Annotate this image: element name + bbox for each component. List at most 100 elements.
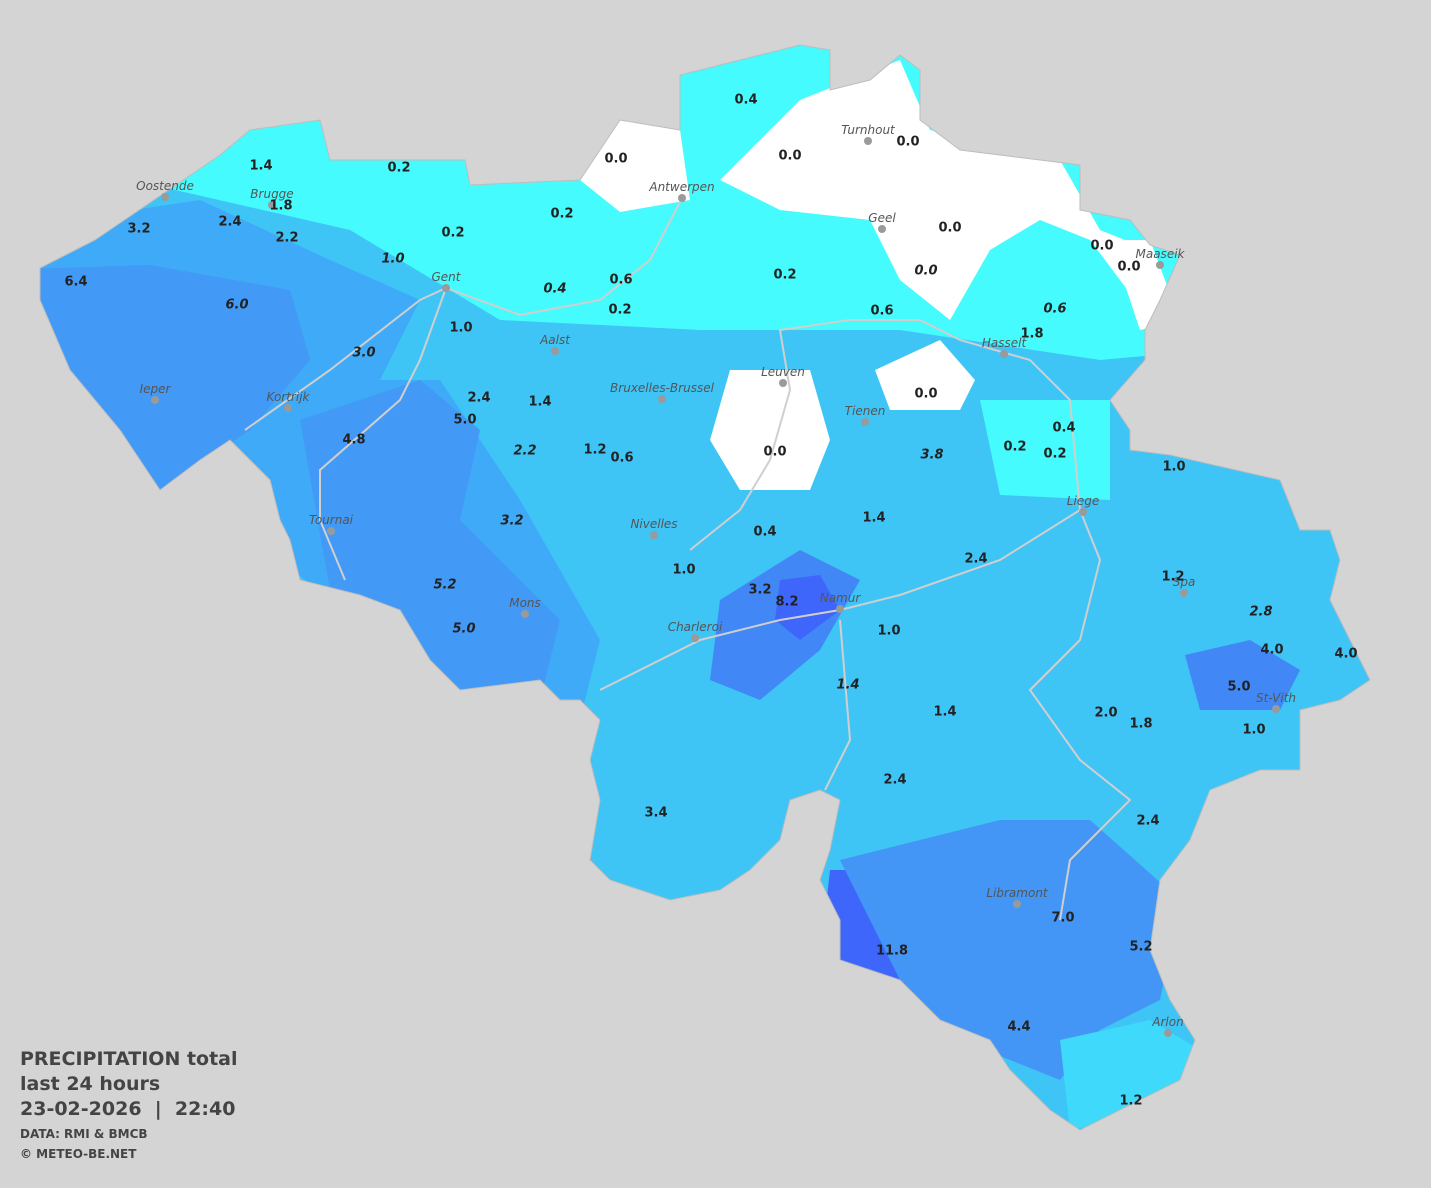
title: PRECIPITATION total (20, 1048, 238, 1070)
station-reading: 7.0 (1051, 911, 1074, 926)
estimated-value: 3.0 (352, 346, 375, 361)
estimated-value: 5.0 (452, 622, 475, 637)
station-reading: 1.8 (269, 199, 292, 214)
estimated-value: 0.4 (543, 282, 566, 297)
station-reading: 1.4 (862, 511, 885, 526)
city-dot (327, 527, 335, 535)
city-dot (1079, 508, 1087, 516)
copyright: © METEO-BE.NET (20, 1147, 137, 1161)
station-reading: 0.0 (604, 152, 627, 167)
city-name: Arlon (1151, 1015, 1183, 1029)
city-name: Hasselt (982, 336, 1028, 350)
station-reading: 11.8 (876, 944, 908, 959)
estimated-value: 1.0 (381, 252, 404, 267)
city-dot (268, 201, 276, 209)
subtitle: last 24 hours (20, 1073, 160, 1095)
station-reading: 0.2 (1043, 447, 1066, 462)
city-name: Namur (820, 591, 862, 605)
city-dot (161, 193, 169, 201)
station-reading: 1.0 (877, 624, 900, 639)
city-dot (151, 396, 159, 404)
city-dot (521, 610, 529, 618)
station-reading: 8.2 (775, 595, 798, 610)
station-reading: 1.0 (1242, 723, 1265, 738)
estimated-value: 1.4 (836, 678, 859, 693)
city-name: Tienen (845, 404, 886, 418)
city-dot (1180, 589, 1188, 597)
city-name: Bruxelles-Brussel (610, 381, 715, 395)
station-reading: 0.2 (773, 268, 796, 283)
station-reading: 6.4 (64, 275, 87, 290)
station-reading: 4.4 (1007, 1020, 1030, 1035)
estimated-value: 5.2 (433, 578, 456, 593)
station-reading: 2.0 (1094, 706, 1117, 721)
city-name: Oostende (136, 179, 194, 193)
station-reading: 2.4 (964, 552, 987, 567)
city-name: Aalst (539, 333, 571, 347)
station-reading: 1.0 (1162, 460, 1185, 475)
station-reading: 2.4 (467, 391, 490, 406)
station-reading: 0.0 (914, 387, 937, 402)
city-name: Tournai (309, 513, 354, 527)
station-reading: 1.2 (1161, 570, 1184, 585)
city-dot (551, 347, 559, 355)
station-reading: 5.0 (1227, 680, 1250, 695)
station-reading: 5.2 (1129, 940, 1152, 955)
station-reading: 0.4 (1052, 421, 1075, 436)
city-dot (284, 404, 292, 412)
station-reading: 1.2 (1119, 1094, 1142, 1109)
station-reading: 0.0 (1117, 260, 1140, 275)
city-dot (861, 418, 869, 426)
city-dot (658, 395, 666, 403)
city-name: Geel (868, 211, 896, 225)
station-reading: 3.2 (748, 583, 771, 598)
timestamp: 23-02-2026 | 22:40 (20, 1098, 235, 1120)
city-dot (1164, 1029, 1172, 1037)
station-reading: 0.2 (1003, 440, 1026, 455)
city-dot (1013, 900, 1021, 908)
station-reading: 0.0 (896, 135, 919, 150)
city-dot (678, 194, 686, 202)
city-name: Charleroi (668, 620, 723, 634)
city-name: Libramont (986, 886, 1049, 900)
station-reading: 3.4 (644, 806, 667, 821)
city-name: Nivelles (630, 517, 677, 531)
city-dot (1272, 705, 1280, 713)
province-borders (244, 197, 1132, 921)
city-dot (836, 605, 844, 613)
station-reading: 0.0 (763, 445, 786, 460)
station-reading: 0.2 (441, 226, 464, 241)
city-name: Brugge (250, 187, 293, 201)
estimated-value: 3.2 (500, 514, 523, 529)
city-name: St-Vith (1256, 691, 1296, 705)
station-reading: 0.6 (609, 273, 632, 288)
station-reading: 0.0 (1090, 239, 1113, 254)
estimated-value: 3.8 (920, 448, 943, 463)
station-reading: 1.8 (1020, 327, 1043, 342)
city-name: Mons (509, 596, 541, 610)
city-name: Ieper (140, 382, 172, 396)
city-name: Liege (1067, 494, 1099, 508)
station-reading: 1.0 (449, 321, 472, 336)
station-reading: 1.4 (249, 159, 272, 174)
city-dot (691, 634, 699, 642)
city-dot (878, 225, 886, 233)
station-reading: 1.8 (1129, 717, 1152, 732)
station-reading: 0.0 (938, 221, 961, 236)
city-dot (779, 379, 787, 387)
labels: Oostende Brugge Gent Antwerpen Turnhout Geel M… (64, 93, 1357, 1109)
station-reading: 0.2 (608, 303, 631, 318)
estimated-value: 6.0 (225, 298, 248, 313)
station-reading: 4.0 (1260, 643, 1283, 658)
station-reading: 1.4 (933, 705, 956, 720)
city-dot (1156, 261, 1164, 269)
station-reading: 2.2 (275, 231, 298, 246)
estimated-value: 0.0 (914, 264, 937, 279)
city-name: Antwerpen (648, 180, 714, 194)
city-dot (864, 137, 872, 145)
station-reading: 1.0 (672, 563, 695, 578)
station-reading: 3.2 (127, 222, 150, 237)
station-reading: 0.6 (610, 451, 633, 466)
